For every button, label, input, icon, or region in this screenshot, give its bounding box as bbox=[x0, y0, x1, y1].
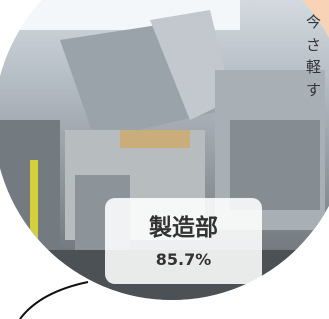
callout-text: す bbox=[306, 79, 321, 101]
callout-text: さ bbox=[306, 34, 321, 56]
callout-text: 軽 bbox=[306, 56, 321, 78]
callout-text: 今 bbox=[306, 11, 321, 33]
label-title: 製造部 bbox=[105, 208, 262, 242]
label-value: 85.7% bbox=[105, 250, 262, 269]
label-box: 製造部 85.7% bbox=[105, 198, 262, 284]
connector-line bbox=[20, 282, 88, 319]
page: 今さ軽す 製造部 85.7% bbox=[0, 0, 329, 319]
